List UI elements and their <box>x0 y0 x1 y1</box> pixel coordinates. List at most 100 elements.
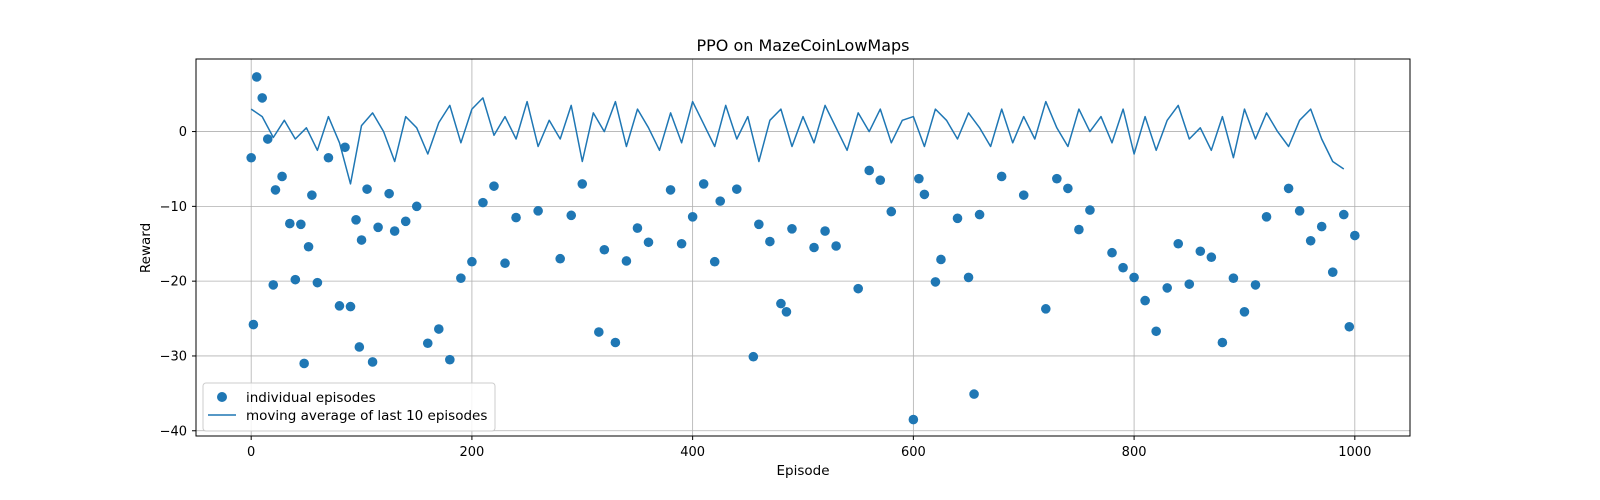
episode-point <box>277 171 287 182</box>
episode-point <box>307 190 317 200</box>
episode-point <box>676 238 687 249</box>
plot-frame <box>195 58 1411 437</box>
episode-point <box>400 216 411 227</box>
episode-point <box>914 173 924 184</box>
episode-point <box>809 242 819 253</box>
chart-title: PPO on MazeCoinLowMaps <box>697 36 910 55</box>
episode-point <box>820 226 830 236</box>
episode-point <box>1173 238 1184 249</box>
episode-point <box>354 342 365 352</box>
episode-point <box>1228 273 1239 283</box>
episode-point <box>1327 267 1338 277</box>
episode-point <box>334 301 345 311</box>
episode-point <box>248 319 259 330</box>
y-tick-label: −10 <box>160 200 187 215</box>
episode-point <box>422 338 433 349</box>
episode-point <box>1305 235 1316 246</box>
grid-lines <box>196 59 1410 436</box>
x-tick-label: 600 <box>901 445 926 460</box>
legend-box <box>202 382 496 432</box>
episode-point <box>434 324 444 334</box>
x-tick-label: 400 <box>680 445 705 460</box>
episode-point <box>1338 209 1349 220</box>
episode-point <box>787 223 797 234</box>
legend-label-moving-average: moving average of last 10 episodes <box>246 408 487 424</box>
episode-point <box>467 256 477 267</box>
episode-point <box>698 179 709 189</box>
episode-point <box>1261 212 1272 222</box>
episode-point <box>511 212 521 223</box>
episode-point <box>1129 272 1139 283</box>
episode-point <box>555 253 565 264</box>
episode-point <box>1151 326 1161 337</box>
episode-point <box>765 236 775 247</box>
episode-point <box>362 184 372 194</box>
episode-point <box>456 273 466 283</box>
episode-point <box>632 223 643 233</box>
episode-point <box>367 357 378 367</box>
moving-average-series <box>250 97 1345 185</box>
episode-point <box>389 226 400 236</box>
episode-point <box>665 185 676 195</box>
x-axis-label: Episode <box>776 463 829 479</box>
episode-point <box>1195 246 1206 257</box>
y-axis-ticks: 0 −10 −20 −30 −40 <box>160 125 196 439</box>
episode-point <box>1074 224 1084 235</box>
episode-point <box>478 197 488 208</box>
x-axis-ticks: 0 200 400 600 800 1000 <box>247 436 1371 460</box>
episode-point <box>533 206 543 216</box>
y-tick-label: −40 <box>160 424 187 439</box>
episode-point <box>566 210 577 221</box>
x-tick-label: 0 <box>247 445 255 460</box>
episode-point <box>963 272 974 283</box>
episode-point <box>299 358 309 369</box>
episode-point <box>864 165 875 176</box>
episode-point <box>268 280 279 290</box>
episode-point <box>886 206 897 217</box>
episode-point <box>709 256 720 267</box>
episode-point <box>1217 337 1228 348</box>
episode-point <box>1162 283 1172 293</box>
episode-point <box>1118 262 1128 273</box>
episode-point <box>1294 206 1305 216</box>
episode-point <box>1018 190 1029 200</box>
episode-point <box>908 414 919 425</box>
episode-scatter-series <box>246 72 1360 425</box>
episode-point <box>687 212 698 222</box>
episode-point <box>1350 230 1360 241</box>
episode-point <box>919 189 930 200</box>
y-tick-label: 0 <box>179 125 187 140</box>
episode-point <box>296 219 306 230</box>
legend-scatter-marker <box>217 392 227 402</box>
episode-point <box>285 218 295 229</box>
episode-point <box>853 283 863 294</box>
episode-point <box>748 351 759 362</box>
episode-point <box>1140 295 1150 306</box>
episode-point <box>875 175 886 185</box>
episode-point <box>643 237 654 248</box>
episode-point <box>831 241 841 251</box>
episode-point <box>356 235 367 245</box>
episode-point <box>323 152 334 163</box>
episode-point <box>599 244 610 255</box>
episode-point <box>270 185 281 195</box>
episode-point <box>1239 307 1250 317</box>
episode-point <box>500 258 510 269</box>
episode-point <box>731 184 742 194</box>
episode-point <box>1184 279 1195 289</box>
episode-point <box>754 219 764 230</box>
legend-label-episodes: individual episodes <box>246 390 376 406</box>
episode-point <box>1052 173 1062 184</box>
episode-point <box>246 152 256 163</box>
episode-point <box>1063 183 1073 194</box>
episode-point <box>1085 205 1095 215</box>
episode-point <box>1107 247 1117 258</box>
episode-point <box>621 256 632 266</box>
y-axis-label: Reward <box>138 223 154 273</box>
episode-point <box>373 222 383 233</box>
episode-point <box>489 181 499 191</box>
episode-point <box>969 389 979 399</box>
episode-point <box>930 277 941 287</box>
episode-point <box>411 201 422 212</box>
